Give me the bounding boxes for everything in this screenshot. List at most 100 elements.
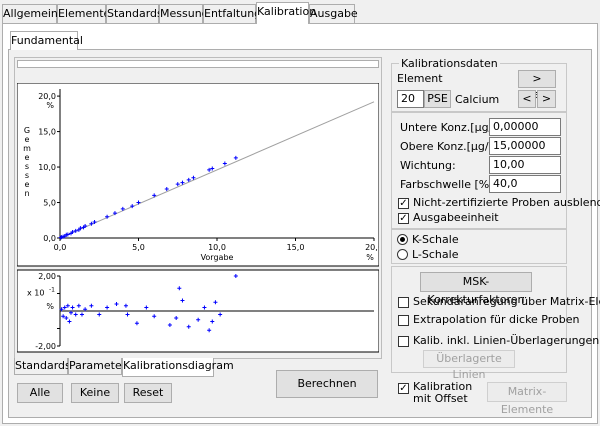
x-axis-label: Vorgabe: [201, 253, 234, 262]
tab-entfaltung[interactable]: Entfaltung: [203, 4, 261, 23]
pse-button[interactable]: PSE: [424, 90, 451, 108]
keine-button[interactable]: Keine: [71, 383, 119, 403]
data-point: [120, 206, 125, 211]
residual-point: [152, 314, 157, 319]
residual-unit-label: %: [46, 302, 54, 311]
obere-konz-field[interactable]: 15,00000: [489, 137, 561, 155]
wichtung-label: Wichtung:: [400, 159, 456, 172]
residual-y-tick-label: 2,00: [38, 272, 56, 281]
data-point: [136, 200, 141, 205]
data-point: [130, 204, 135, 209]
schale-group: [391, 229, 567, 264]
farbschwelle-label: Farbschwelle [%]:: [400, 178, 498, 191]
data-point: [105, 214, 110, 219]
kalib-linien-checkbox[interactable]: [398, 336, 409, 347]
sekundaeranregung-checkbox[interactable]: [398, 297, 409, 308]
tab-standards[interactable]: Standards: [106, 4, 163, 23]
nicht-zertifizierte-label: Nicht-zertifizierte Proben ausblenden: [413, 196, 600, 209]
y-tick-label: 0,0: [43, 234, 56, 243]
y-axis-label-char: s: [25, 171, 29, 180]
wichtung-field[interactable]: 10,00: [489, 156, 561, 174]
element-label: Element: [397, 72, 443, 85]
sekundaeranregung-label: Sekundäranregung über Matrix-Ele.: [413, 295, 600, 308]
x-tick-label: 20,0: [365, 243, 379, 252]
x-tick-label: 0,0: [54, 243, 67, 252]
residual-point: [105, 305, 110, 310]
residual-scale-label: x 10: [27, 289, 44, 298]
residual-point: [186, 324, 191, 329]
residual-point: [123, 303, 128, 308]
data-point: [191, 175, 196, 180]
nicht-zertifizierte-checkbox[interactable]: ✓: [398, 198, 409, 209]
residual-point: [196, 317, 201, 322]
residual-point: [233, 274, 238, 278]
extrapolation-label: Extrapolation für dicke Proben: [413, 313, 580, 326]
residual-point: [59, 307, 64, 312]
prev-element-button[interactable]: <: [518, 90, 536, 108]
untere-konz-field[interactable]: 0,00000: [489, 118, 561, 136]
farbschwelle-field[interactable]: 40,0: [489, 175, 561, 193]
tab-bottom-kalibrationsdiagram[interactable]: Kalibrationsdiagram: [122, 358, 234, 377]
residual-point: [114, 302, 119, 306]
matrix-elemente-button[interactable]: Matrix-Elemente: [487, 382, 567, 416]
x-tick-label: 10,0: [208, 243, 226, 252]
residual-point: [65, 303, 70, 308]
y-axis-label-char: G: [24, 126, 30, 135]
element-number-field[interactable]: 20: [397, 90, 424, 108]
tab-bottom-parameter[interactable]: Parameter: [68, 358, 126, 375]
residual-point: [213, 300, 218, 305]
data-point: [73, 228, 78, 233]
tab-messung[interactable]: Messung: [159, 4, 209, 23]
reference-line: [59, 101, 375, 239]
calc-button[interactable]: > Calc: [518, 70, 556, 101]
x-tick-label: 5,0: [132, 243, 145, 252]
ausgabeeinheit-label: Ausgabeeinheit: [413, 211, 499, 224]
y-axis-label-char: n: [24, 189, 29, 198]
ausgabeeinheit-checkbox[interactable]: ✓: [398, 213, 409, 224]
kalibrationsdaten-title: Kalibrationsdaten: [399, 57, 500, 70]
msk-korrekturfaktoren-button[interactable]: MSK-Korrekturfaktoren: [420, 272, 532, 306]
residual-point: [97, 312, 102, 317]
l-schale-radio[interactable]: [397, 249, 408, 260]
y-unit-label: %: [46, 101, 54, 110]
subtab-fundamental[interactable]: Fundamental: [10, 31, 83, 50]
data-point: [210, 166, 215, 171]
residual-point: [70, 305, 75, 310]
residual-point: [79, 312, 84, 317]
data-point: [152, 193, 157, 198]
residual-point: [76, 303, 81, 308]
extrapolation-checkbox[interactable]: [398, 315, 409, 326]
data-point: [207, 167, 212, 172]
tab-kalibration[interactable]: Kalibration: [256, 2, 316, 24]
residual-point: [202, 305, 207, 310]
berechnen-button[interactable]: Berechnen: [276, 370, 378, 398]
next-element-button[interactable]: >: [537, 90, 556, 108]
data-point: [186, 177, 191, 182]
ueberlagerte-linien-button[interactable]: Überlagerte Linien: [423, 350, 515, 381]
x-unit-label: %: [366, 253, 374, 262]
x-tick-label: 15,0: [287, 243, 305, 252]
residual-point: [167, 323, 172, 327]
y-axis-label-char: m: [23, 144, 31, 153]
l-schale-label: L-Schale: [412, 248, 459, 261]
residual-point: [134, 321, 139, 326]
residual-point: [64, 316, 69, 320]
residual-point: [67, 319, 72, 324]
residual-point: [83, 307, 88, 312]
residual-point: [207, 328, 212, 333]
k-schale-radio[interactable]: [397, 234, 408, 245]
tab-bottom-standards[interactable]: Standards: [14, 358, 71, 375]
tab-allgemein[interactable]: Allgemein: [2, 4, 58, 23]
data-point: [89, 221, 94, 226]
y-axis-label-char: e: [25, 180, 30, 189]
residual-point: [180, 298, 185, 303]
residual-point: [144, 305, 149, 310]
residual-point: [125, 312, 130, 317]
reset-button[interactable]: Reset: [124, 383, 172, 403]
data-point: [175, 182, 180, 187]
tab-elemente[interactable]: Elemente: [57, 4, 110, 23]
alle-button[interactable]: Alle: [17, 383, 63, 403]
tab-ausgabe[interactable]: Ausgabe: [309, 4, 358, 23]
kalibration-offset-checkbox[interactable]: ✓: [398, 383, 409, 394]
data-point: [92, 220, 97, 225]
